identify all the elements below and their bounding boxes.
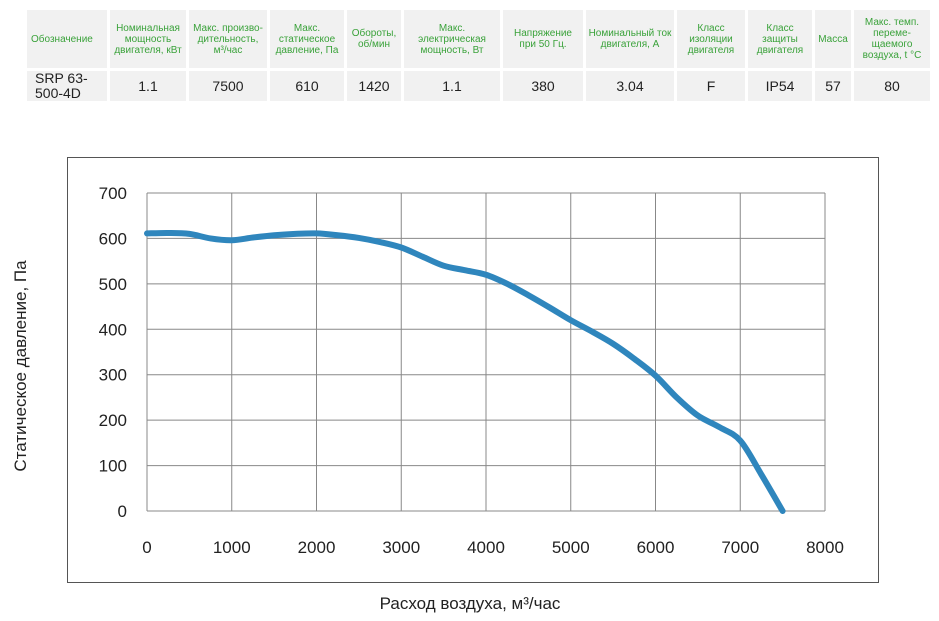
spec-data-row: SRP 63-500-4D 1.1 7500 610 1420 1.1 380 … (27, 71, 930, 101)
cell-max-pressure: 610 (270, 71, 344, 101)
header-max-pressure: Макс. статическое давление, Па (270, 10, 344, 68)
y-tick-label: 600 (99, 229, 127, 248)
x-tick-label: 2000 (298, 538, 336, 557)
x-axis-label: Расход воздуха, м³/час (380, 594, 561, 613)
header-max-temp: Макс. темп. переме- щаемого воздуха, t °… (854, 10, 930, 68)
cell-protection-class: IP54 (748, 71, 812, 101)
curve-layer (144, 229, 786, 514)
y-tick-label: 200 (99, 411, 127, 430)
x-tick-label: 6000 (637, 538, 675, 557)
cell-max-flow: 7500 (189, 71, 267, 101)
x-tick-label: 0 (142, 538, 151, 557)
header-mass: Масса (815, 10, 851, 68)
x-tick-label: 8000 (806, 538, 844, 557)
x-tick-label: 4000 (467, 538, 505, 557)
x-tick-label: 7000 (721, 538, 759, 557)
cell-designation: SRP 63-500-4D (27, 71, 107, 101)
y-tick-label: 100 (99, 457, 127, 476)
spec-table: Обозначение Номинальная мощность двигате… (24, 7, 933, 104)
header-max-flow: Макс. произво- дительность, м³/час (189, 10, 267, 68)
cell-rated-current: 3.04 (586, 71, 674, 101)
y-tick-label: 300 (99, 366, 127, 385)
header-insulation-class: Класс изоляции двигателя (677, 10, 745, 68)
cell-max-el-power: 1.1 (404, 71, 500, 101)
x-tick-label: 1000 (213, 538, 251, 557)
x-tick-labels: 0 1000 2000 3000 4000 5000 6000 7000 8000 (142, 538, 844, 557)
chart-grid (146, 192, 826, 512)
pressure-curve (144, 229, 786, 514)
x-tick-label: 5000 (552, 538, 590, 557)
header-protection-class: Класс защиты двигателя (748, 10, 812, 68)
header-rpm: Обороты, об/мин (347, 10, 401, 68)
header-rated-power: Номинальная мощность двигателя, кВт (110, 10, 186, 68)
y-tick-label: 400 (99, 320, 127, 339)
header-voltage: Напряжение при 50 Гц. (503, 10, 583, 68)
y-tick-label: 0 (118, 502, 127, 521)
cell-rpm: 1420 (347, 71, 401, 101)
chart-frame (67, 157, 879, 583)
header-rated-current: Номинальный ток двигателя, А (586, 10, 674, 68)
cell-voltage: 380 (503, 71, 583, 101)
x-tick-label: 3000 (382, 538, 420, 557)
cell-mass: 57 (815, 71, 851, 101)
cell-rated-power: 1.1 (110, 71, 186, 101)
cell-insulation-class: F (677, 71, 745, 101)
header-designation: Обозначение (27, 10, 107, 68)
y-tick-label: 500 (99, 275, 127, 294)
spec-header-row: Обозначение Номинальная мощность двигате… (27, 10, 930, 68)
y-tick-label: 700 (99, 184, 127, 203)
y-tick-labels: 0 100 200 300 400 500 600 700 (99, 184, 127, 521)
header-max-el-power: Макс. электрическая мощность, Вт (404, 10, 500, 68)
cell-max-temp: 80 (854, 71, 930, 101)
y-axis-label: Статическое давление, Па (11, 260, 30, 472)
